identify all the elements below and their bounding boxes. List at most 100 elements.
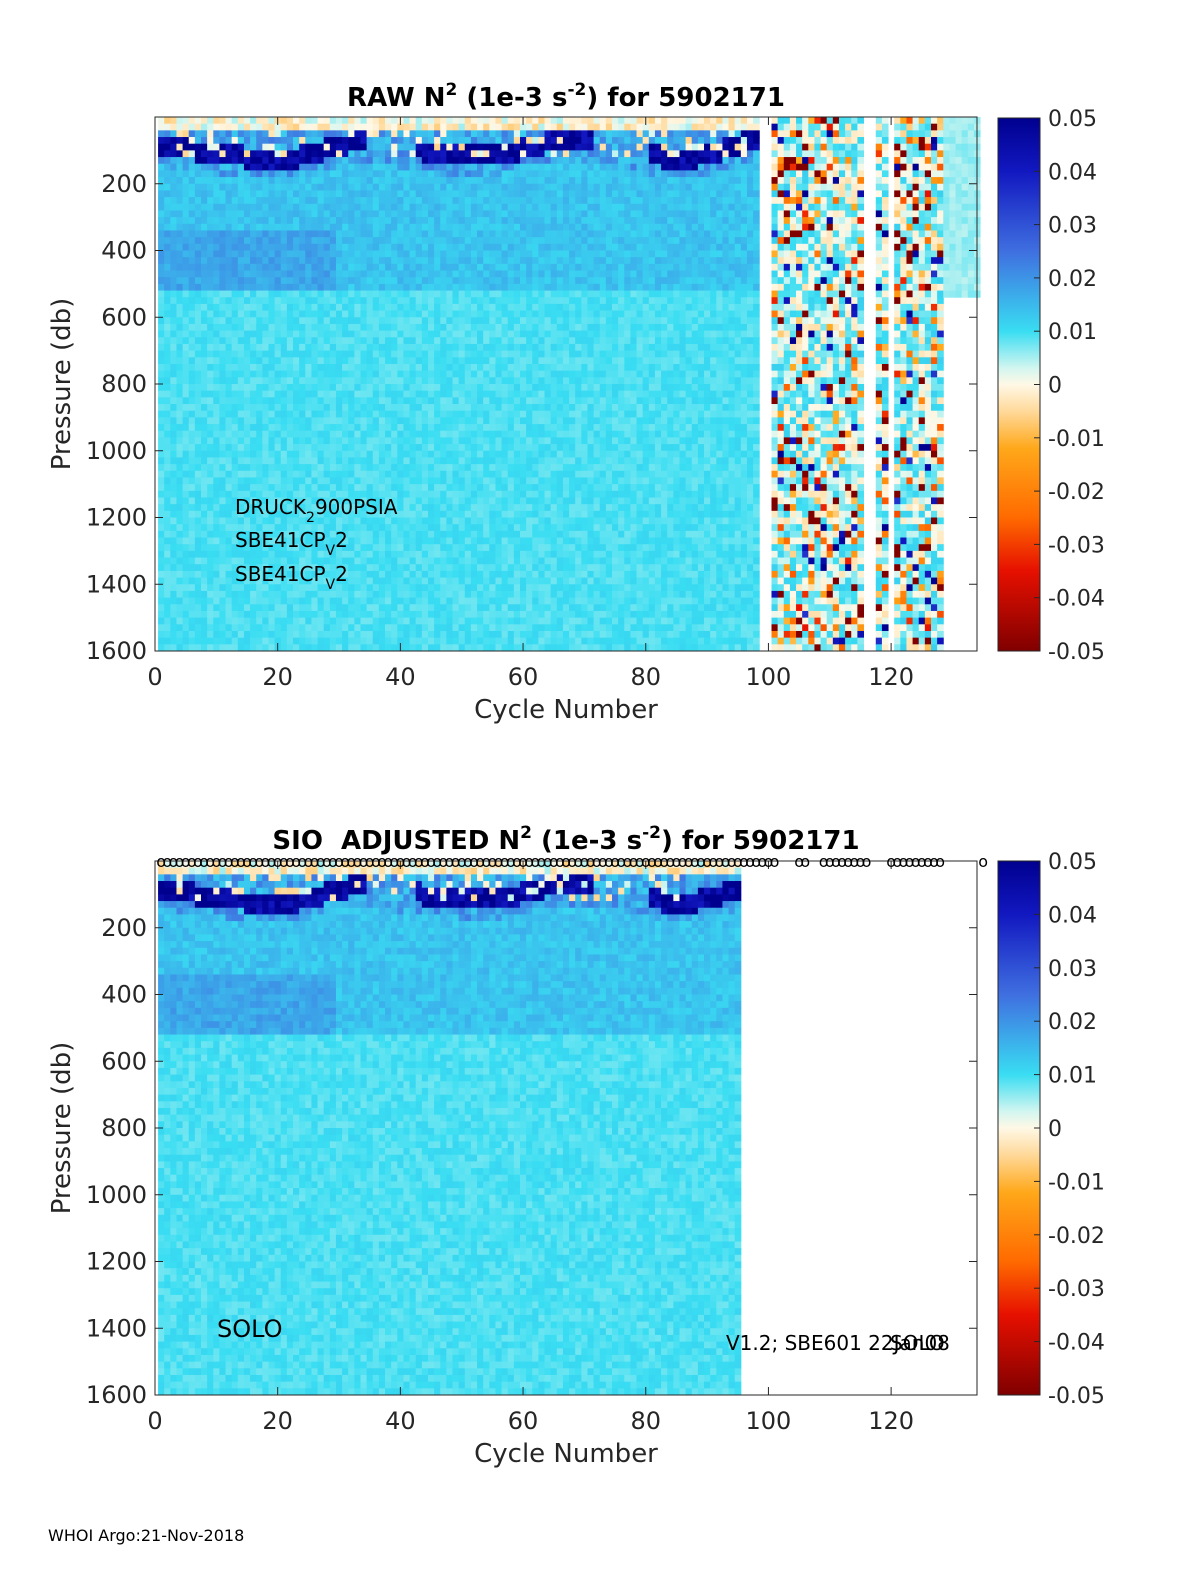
heatmap-cell bbox=[452, 497, 460, 505]
heatmap-cell bbox=[225, 644, 233, 652]
heatmap-cell bbox=[440, 223, 447, 231]
heatmap-cell bbox=[274, 404, 282, 412]
heatmap-cell bbox=[176, 377, 184, 385]
heatmap-cell bbox=[329, 444, 337, 452]
heatmap-cell bbox=[440, 290, 447, 298]
heatmap-cell bbox=[446, 604, 454, 612]
heatmap-cell bbox=[268, 170, 276, 178]
heatmap-cell bbox=[268, 437, 276, 445]
heatmap-cell bbox=[501, 337, 509, 345]
heatmap-cell bbox=[421, 564, 429, 572]
heatmap-cell bbox=[311, 430, 319, 438]
heatmap-cell bbox=[182, 230, 190, 238]
heatmap-cell bbox=[237, 484, 245, 492]
heatmap-cell bbox=[164, 263, 171, 272]
heatmap-cell bbox=[434, 137, 441, 145]
heatmap-cell bbox=[262, 137, 269, 145]
heatmap-cell bbox=[329, 610, 337, 619]
heatmap-cell bbox=[495, 597, 503, 605]
heatmap-cell bbox=[256, 544, 263, 552]
heatmap-cell bbox=[317, 323, 325, 332]
heatmap-cell bbox=[256, 424, 263, 432]
heatmap-cell bbox=[532, 357, 539, 365]
heatmap-cell bbox=[335, 337, 343, 345]
heatmap-cell bbox=[342, 484, 349, 492]
heatmap-cell bbox=[409, 350, 417, 358]
heatmap-cell bbox=[170, 644, 177, 652]
heatmap-cell bbox=[201, 550, 208, 559]
heatmap-cell bbox=[378, 337, 386, 345]
heatmap-cell bbox=[213, 450, 220, 458]
heatmap-cell bbox=[213, 230, 220, 238]
heatmap-cell bbox=[385, 537, 392, 545]
heatmap-cell bbox=[170, 317, 177, 325]
heatmap-cell bbox=[507, 377, 515, 385]
heatmap-cell bbox=[458, 257, 466, 265]
heatmap-cell bbox=[415, 457, 423, 465]
heatmap-cell bbox=[452, 437, 460, 445]
heatmap-cell bbox=[519, 143, 527, 151]
heatmap-cell bbox=[329, 397, 337, 405]
heatmap-cell bbox=[188, 203, 196, 211]
heatmap-cell bbox=[268, 330, 276, 338]
heatmap-cell bbox=[335, 323, 343, 332]
heatmap-cell bbox=[176, 557, 184, 565]
heatmap-cell bbox=[237, 163, 245, 171]
heatmap-cell bbox=[311, 577, 319, 585]
heatmap-cell bbox=[354, 544, 361, 552]
heatmap-cell bbox=[360, 317, 368, 325]
heatmap-cell bbox=[483, 210, 490, 218]
heatmap-cell bbox=[219, 457, 227, 465]
heatmap-cell bbox=[421, 217, 429, 225]
heatmap-cell bbox=[378, 410, 386, 418]
heatmap-cell bbox=[342, 177, 349, 185]
heatmap-cell bbox=[237, 570, 245, 579]
heatmap-cell bbox=[403, 570, 411, 579]
heatmap-cell bbox=[274, 424, 282, 432]
heatmap-cell bbox=[342, 203, 349, 211]
heatmap-cell bbox=[342, 117, 349, 125]
heatmap-cell bbox=[446, 117, 454, 125]
heatmap-cell bbox=[378, 183, 386, 191]
heatmap-cell bbox=[329, 130, 337, 138]
heatmap-cell bbox=[299, 323, 306, 332]
heatmap-cell bbox=[526, 484, 533, 492]
heatmap-cell bbox=[207, 517, 214, 525]
heatmap-cell bbox=[158, 150, 165, 158]
heatmap-cell bbox=[268, 457, 276, 465]
heatmap-cell bbox=[483, 117, 490, 125]
heatmap-cell bbox=[250, 510, 257, 518]
heatmap-cell bbox=[501, 177, 509, 185]
heatmap-cell bbox=[231, 297, 239, 305]
heatmap-cell bbox=[293, 397, 300, 405]
heatmap-cell bbox=[434, 277, 441, 285]
heatmap-cell bbox=[452, 570, 460, 579]
heatmap-cell bbox=[207, 190, 214, 198]
heatmap-cell bbox=[158, 410, 165, 418]
heatmap-cell bbox=[243, 390, 251, 398]
heatmap-cell bbox=[385, 263, 392, 272]
heatmap-cell bbox=[317, 217, 325, 225]
heatmap-cell bbox=[176, 117, 184, 125]
heatmap-cell bbox=[237, 417, 245, 425]
heatmap-cell bbox=[409, 343, 417, 352]
heatmap-cell bbox=[501, 123, 509, 131]
heatmap-cell bbox=[519, 323, 527, 332]
heatmap-cell bbox=[495, 357, 503, 365]
heatmap-cell bbox=[446, 430, 454, 438]
heatmap-cell bbox=[237, 557, 245, 565]
heatmap-cell bbox=[385, 484, 392, 492]
heatmap-cell bbox=[262, 163, 269, 171]
heatmap-cell bbox=[372, 303, 380, 312]
heatmap-cell bbox=[391, 544, 398, 552]
heatmap-cell bbox=[176, 517, 184, 525]
heatmap-cell bbox=[538, 210, 546, 218]
heatmap-cell bbox=[397, 597, 404, 605]
heatmap-cell bbox=[158, 597, 165, 605]
heatmap-cell bbox=[354, 130, 361, 138]
heatmap-cell bbox=[335, 604, 343, 612]
heatmap-cell bbox=[231, 430, 239, 438]
heatmap-cell bbox=[164, 504, 171, 512]
heatmap-cell bbox=[237, 517, 245, 525]
heatmap-cell bbox=[170, 157, 177, 165]
